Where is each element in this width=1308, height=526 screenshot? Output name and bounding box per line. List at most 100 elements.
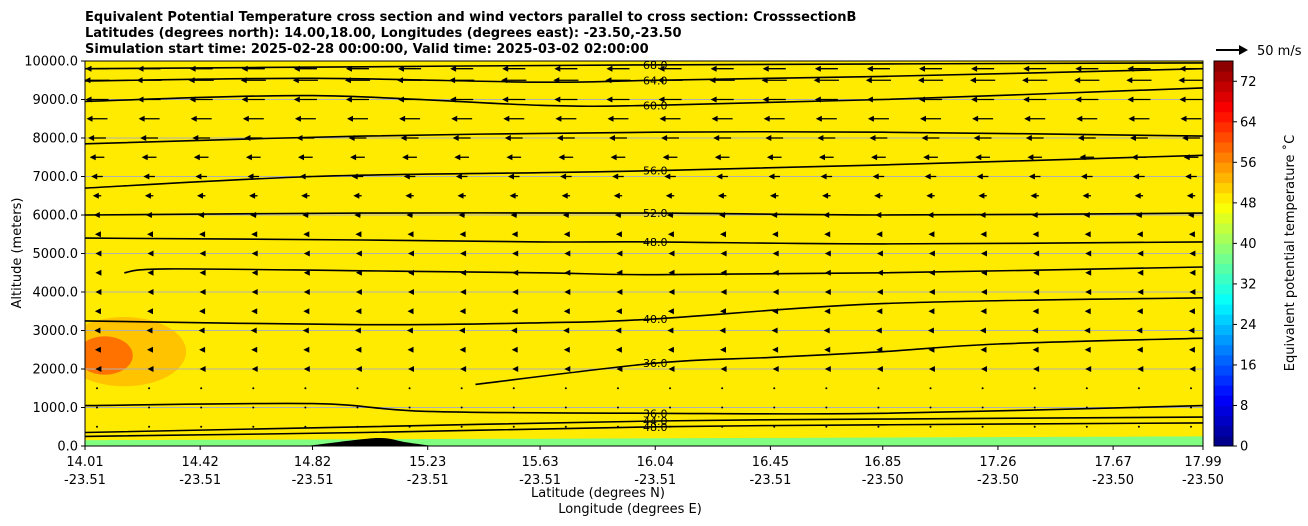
wind-vector-10-1 xyxy=(147,250,154,257)
wind-vector-11-4 xyxy=(303,269,310,276)
wind-vector-16-19 xyxy=(1085,366,1092,372)
wind-vector-4-13 xyxy=(765,135,784,141)
wind-vector-12-6 xyxy=(408,289,414,295)
wind-vector-15-0 xyxy=(94,346,101,353)
chart-title-line-2: Latitudes (degrees north): 14.00,18.00, … xyxy=(85,26,682,41)
wind-vector-10-21 xyxy=(1189,250,1196,257)
wind-vector-13-14 xyxy=(824,308,831,315)
wind-vector-7-10 xyxy=(613,192,623,199)
theta-band-15 xyxy=(85,61,1203,441)
wind-vector-5-3 xyxy=(245,154,261,161)
contour-line-4 xyxy=(85,154,1203,189)
wind-vector-12-1 xyxy=(147,289,154,295)
wind-vector-15-5 xyxy=(355,346,362,353)
plot-area: 68.064.060.056.052.048.040.036.036.044.0… xyxy=(85,61,1203,446)
wind-vector-1-7 xyxy=(449,77,475,84)
wind-vector-15-18 xyxy=(1032,346,1039,353)
wind-vector-15-4 xyxy=(303,346,310,353)
wind-vector-12-4 xyxy=(303,289,310,295)
colorbar-segment-30 xyxy=(1214,131,1233,143)
wind-vector-8-21 xyxy=(1187,212,1195,218)
wind-vector-17-19 xyxy=(1085,387,1088,390)
wind-vector-15-20 xyxy=(1136,346,1143,353)
y-tick-label-5: 5000.0 xyxy=(33,247,79,262)
wind-vector-2-11 xyxy=(658,96,682,103)
wind-vector-6-19 xyxy=(1081,173,1093,180)
wind-vector-13-17 xyxy=(980,308,987,315)
colorbar-frame xyxy=(1213,60,1234,447)
wind-vector-1-12 xyxy=(709,77,735,84)
wind-vector-10-17 xyxy=(981,250,987,257)
colorbar-segment-27 xyxy=(1214,162,1233,173)
wind-vector-17-2 xyxy=(200,387,203,390)
wind-vector-17-4 xyxy=(304,387,307,390)
contour-label-10: 36.0 xyxy=(643,407,668,420)
quiver-key-label: 50 m/s xyxy=(1257,44,1302,59)
wind-vector-1-6 xyxy=(397,77,423,84)
wind-vector-19-11 xyxy=(669,425,672,428)
wind-vector-8-3 xyxy=(250,212,257,218)
wind-vector-15-2 xyxy=(199,346,206,353)
wind-vector-4-7 xyxy=(452,135,471,141)
wind-vector-14-16 xyxy=(927,327,934,334)
wind-vector-8-14 xyxy=(823,212,830,218)
x-tick-label-lon-1: -23.51 xyxy=(179,473,221,488)
wind-vector-19-19 xyxy=(1085,425,1088,428)
wind-vector-14-18 xyxy=(1032,327,1039,334)
wind-vector-0-11 xyxy=(658,65,682,72)
wind-vector-18-0 xyxy=(96,406,98,409)
wind-vector-3-3 xyxy=(242,115,264,122)
colorbar-segment-26 xyxy=(1214,172,1233,184)
wind-vector-7-0 xyxy=(92,192,102,199)
wind-vector-16-6 xyxy=(408,366,414,372)
wind-vector-18-1 xyxy=(148,406,151,409)
wind-vector-3-14 xyxy=(815,115,837,122)
wind-vector-12-3 xyxy=(251,289,258,295)
wind-vector-9-17 xyxy=(980,231,987,238)
wind-vector-1-16 xyxy=(917,77,944,84)
wind-vector-6-7 xyxy=(455,173,468,180)
wind-vector-7-21 xyxy=(1186,192,1196,199)
wind-vector-19-5 xyxy=(356,425,359,428)
colorbar-segment-2 xyxy=(1214,415,1233,427)
wind-vector-11-1 xyxy=(147,269,154,276)
quiver-key: 50 m/s xyxy=(1216,44,1302,59)
wind-vector-6-9 xyxy=(560,173,572,180)
wind-vector-8-12 xyxy=(719,212,726,218)
contour-line-7 xyxy=(124,266,1203,276)
wind-vector-12-10 xyxy=(616,289,623,295)
wind-vector-1-14 xyxy=(813,77,839,84)
wind-vector-5-7 xyxy=(454,154,470,161)
wind-vector-16-13 xyxy=(772,366,779,372)
contour-line-6 xyxy=(85,237,1203,245)
wind-vector-0-1 xyxy=(137,65,161,72)
wind-vector-8-8 xyxy=(510,212,517,218)
wind-vector-5-10 xyxy=(610,154,626,161)
wind-vector-7-18 xyxy=(1030,192,1039,199)
wind-vector-19-20 xyxy=(1137,425,1140,428)
wind-vector-0-21 xyxy=(1179,65,1203,72)
contour-lines: 68.064.060.056.052.048.040.036.036.044.0… xyxy=(85,61,1203,438)
wind-vector-15-3 xyxy=(251,346,258,353)
colorbar-segment-36 xyxy=(1214,71,1233,82)
x-tick-label-lon-4: -23.51 xyxy=(519,473,561,488)
wind-vector-9-16 xyxy=(928,231,935,238)
wind-vector-17-21 xyxy=(1190,387,1192,390)
wind-vector-0-16 xyxy=(919,65,943,72)
wind-vector-14-7 xyxy=(459,327,465,334)
wind-vector-7-8 xyxy=(509,192,518,199)
wind-vector-14-15 xyxy=(875,327,882,334)
wind-vector-5-19 xyxy=(1079,154,1095,161)
wind-vector-14-11 xyxy=(667,327,674,334)
wind-vector-2-19 xyxy=(1075,96,1099,103)
wind-vector-2-10 xyxy=(606,96,630,103)
wind-vector-12-19 xyxy=(1085,289,1092,295)
wind-vector-9-10 xyxy=(615,231,622,238)
wind-vector-10-15 xyxy=(876,250,883,257)
wind-vector-17-20 xyxy=(1137,387,1140,390)
wind-vector-16-18 xyxy=(1033,366,1040,372)
wind-vector-10-19 xyxy=(1085,250,1092,257)
wind-vector-0-2 xyxy=(189,65,213,72)
wind-vector-19-15 xyxy=(877,425,880,428)
wind-vector-5-13 xyxy=(766,154,782,161)
